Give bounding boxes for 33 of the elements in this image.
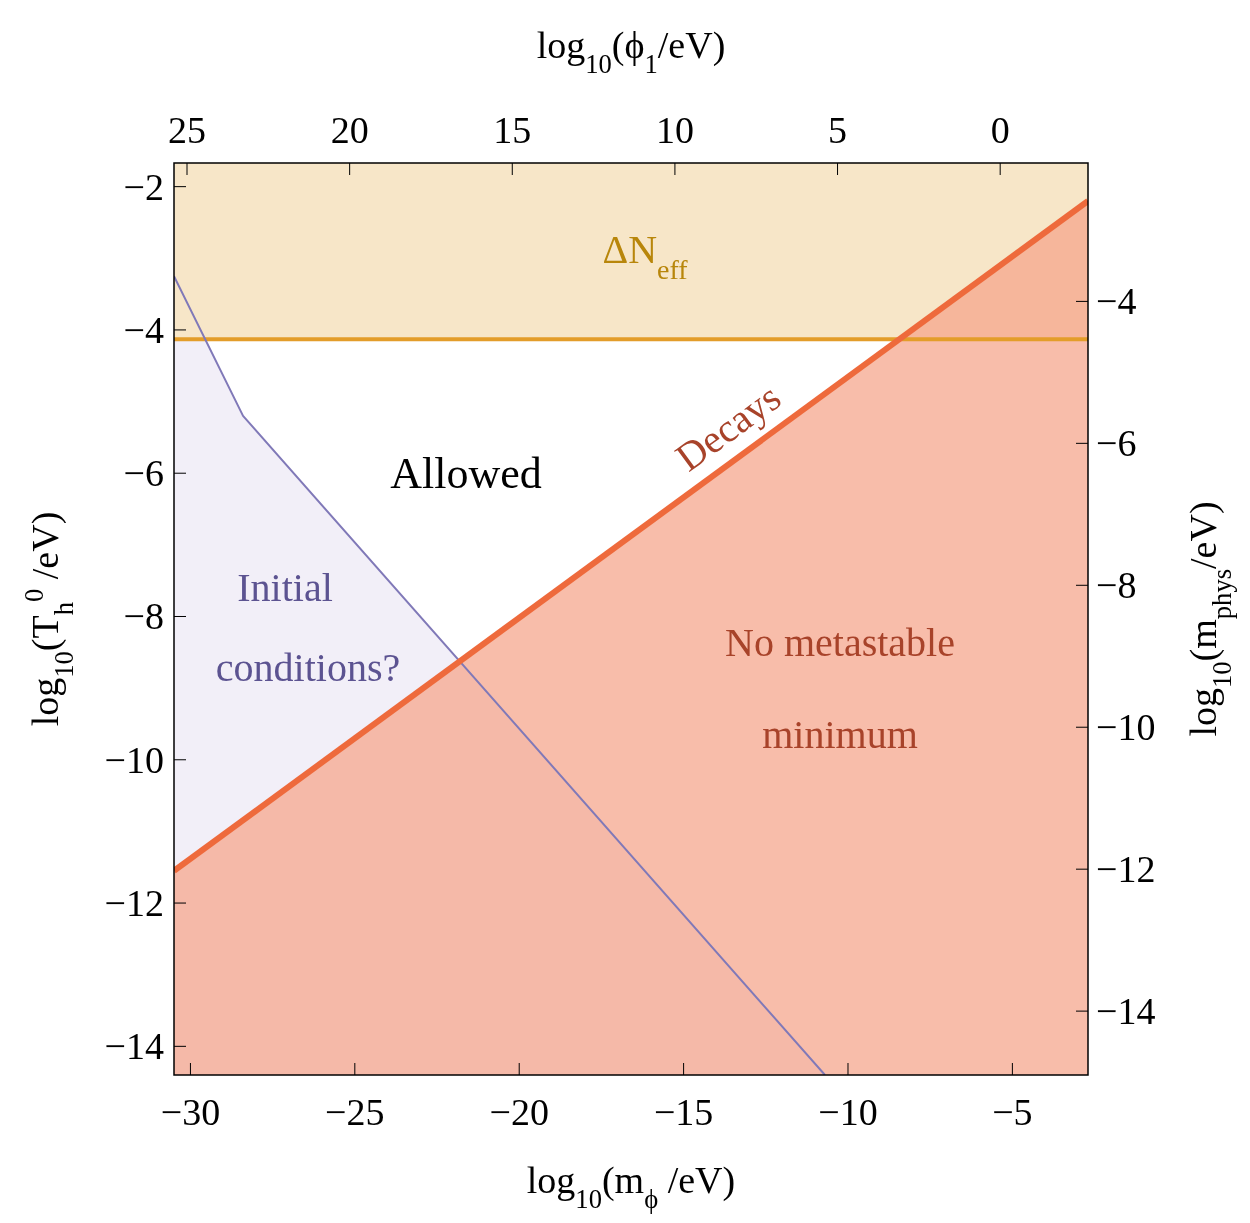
y-tick-label: −4	[123, 308, 164, 351]
y-tick-label: −14	[104, 1025, 164, 1068]
annotation: conditions?	[215, 645, 401, 690]
y-tick-label: −6	[123, 452, 164, 495]
y-tick-label: −2	[123, 165, 164, 208]
x2-tick-label: 10	[655, 109, 694, 151]
annotation: ΔN$_{eff}$	[602, 227, 689, 285]
y2-tick-label: −6	[1096, 422, 1137, 465]
x2-tick-label: 20	[330, 109, 369, 151]
annotation: Initial	[237, 565, 333, 610]
y-tick-label: −8	[123, 595, 164, 638]
x2-tick-label: 0	[990, 109, 1010, 151]
y2-tick-label: −14	[1096, 990, 1156, 1033]
x2-tick-label: 5	[828, 109, 848, 151]
x-tick-label: −30	[160, 1091, 221, 1133]
x-tick-label: −25	[325, 1091, 385, 1133]
x-axis-title: log$_{10}$(m$_{ϕ}$ /eV)	[526, 1159, 736, 1214]
x-tick-label: −20	[489, 1091, 549, 1133]
y2-tick-label: −4	[1096, 280, 1137, 323]
y-tick-label: −10	[104, 738, 164, 781]
x2-axis-title: log$_{10}$(ϕ$_{1}$/eV)	[536, 24, 726, 79]
x-tick-label: −10	[818, 1091, 878, 1133]
annotation: No metastable	[725, 620, 955, 665]
y-tick-label: −12	[104, 882, 164, 925]
x-tick-label: −5	[992, 1091, 1033, 1133]
y2-tick-label: −8	[1096, 564, 1137, 607]
y2-tick-label: −10	[1096, 706, 1156, 749]
x2-tick-label: 15	[493, 109, 532, 151]
x-tick-label: −15	[653, 1091, 714, 1133]
x2-tick-label: 25	[168, 109, 207, 151]
annotation: Allowed	[390, 449, 542, 498]
annotation: minimum	[762, 712, 918, 757]
y2-tick-label: −12	[1096, 848, 1156, 891]
